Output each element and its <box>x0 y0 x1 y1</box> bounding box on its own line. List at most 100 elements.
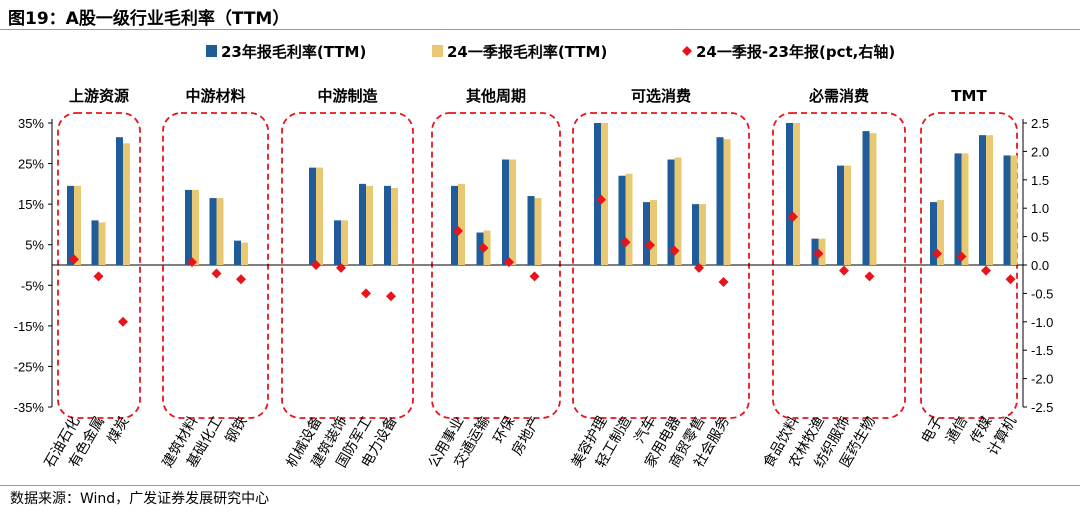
bar-23 <box>185 189 192 265</box>
bar-23 <box>667 159 675 265</box>
source-divider <box>0 485 1080 486</box>
right-tick-label: 1.0 <box>1031 201 1049 216</box>
group-label: 可选消费 <box>631 87 691 105</box>
bar-23 <box>786 123 793 265</box>
bar-24q1 <box>674 157 682 265</box>
legend-swatch-23 <box>206 45 217 57</box>
diff-marker <box>1005 274 1016 285</box>
bar-24q1 <box>74 185 81 265</box>
bar-24q1 <box>699 204 706 265</box>
diff-marker <box>453 225 463 236</box>
chart-title: 图19：A股一级行业毛利率（TTM） <box>8 4 289 29</box>
legend-swatch-24q1 <box>432 45 443 57</box>
diff-marker <box>529 271 540 282</box>
diff-markers <box>69 194 1016 327</box>
legend: 23年报毛利率(TTM) 24一季报毛利率(TTM) 24一季报-23年报(pct,… <box>206 43 895 61</box>
group-label: 必需消费 <box>808 87 869 105</box>
right-tick-label: -2.5 <box>1031 400 1053 415</box>
diff-marker <box>645 240 655 251</box>
group-label: 中游制造 <box>317 87 377 105</box>
bar-24q1 <box>341 220 348 265</box>
bar-23 <box>954 153 962 265</box>
diff-marker <box>788 211 798 222</box>
legend-label-diff: 24一季报-23年报(pct,右轴) <box>696 43 895 61</box>
bar-24q1 <box>793 123 800 265</box>
diff-marker <box>478 242 489 253</box>
bars <box>67 123 1018 265</box>
bar-23 <box>309 167 316 265</box>
bar-23 <box>91 220 99 265</box>
bar-24q1 <box>123 143 130 265</box>
bar-24q1 <box>192 189 199 265</box>
bar-23 <box>930 202 937 265</box>
diff-marker <box>932 248 942 259</box>
legend-swatch-diff <box>682 46 692 56</box>
bar-23 <box>234 240 241 265</box>
bar-23 <box>384 185 391 265</box>
diff-marker <box>236 274 246 285</box>
diff-marker <box>69 254 79 265</box>
figure-label: 图19： <box>8 9 66 29</box>
diff-marker <box>504 257 514 268</box>
left-tick-label: 35% <box>18 116 44 131</box>
diff-marker <box>694 262 704 273</box>
group-box <box>57 112 141 419</box>
left-tick-label: -35% <box>14 400 45 415</box>
left-tick-label: 15% <box>18 197 44 212</box>
diff-marker <box>864 271 875 282</box>
source-note: 数据来源：Wind，广发证券发展研究中心 <box>10 491 270 507</box>
bar-23 <box>209 198 217 265</box>
bar-24q1 <box>316 167 323 265</box>
bar-23 <box>334 220 341 265</box>
bar-23 <box>837 165 844 265</box>
bar-23 <box>594 123 601 265</box>
right-tick-label: -1.0 <box>1031 315 1053 330</box>
right-tick-label: 0.0 <box>1031 258 1049 273</box>
bar-23 <box>692 204 699 265</box>
chart-svg: 23年报毛利率(TTM) 24一季报毛利率(TTM) 24一季报-23年报(pct,… <box>14 43 1054 471</box>
right-tick-label: 2.0 <box>1031 144 1049 159</box>
diff-marker <box>956 251 967 262</box>
left-tick-label: 25% <box>18 157 44 172</box>
axes: 35% 25% 15% 5% -5% -15% -25% -35% 2.5 2.0 1.5 1.0 0.… <box>14 116 1054 415</box>
bar-23 <box>527 196 535 265</box>
right-tick-label: -1.5 <box>1031 343 1053 358</box>
bar-23 <box>811 238 819 265</box>
bar-24q1 <box>241 242 248 265</box>
bar-24q1 <box>509 159 516 265</box>
diff-marker <box>311 260 321 270</box>
group-label: 其他周期 <box>466 87 526 105</box>
diff-marker <box>187 257 197 268</box>
bar-23 <box>862 131 870 265</box>
diff-marker <box>669 245 680 256</box>
bar-24q1 <box>458 183 465 265</box>
diff-marker <box>118 316 128 327</box>
bar-23 <box>116 137 123 265</box>
legend-label-24q1: 24一季报毛利率(TTM) <box>447 43 607 61</box>
bar-23 <box>1003 155 1011 265</box>
category-label: 钢铁 <box>223 414 251 446</box>
bar-24q1 <box>937 200 944 265</box>
diff-marker <box>336 262 346 273</box>
bar-24q1 <box>601 123 608 265</box>
bar-23 <box>359 183 366 265</box>
diff-marker <box>718 277 729 288</box>
bar-23 <box>67 185 74 265</box>
bar-24q1 <box>625 173 633 265</box>
group-label: 中游材料 <box>185 87 245 105</box>
right-tick-label: 2.5 <box>1031 116 1049 131</box>
diff-marker <box>813 248 824 259</box>
bar-24q1 <box>961 153 969 265</box>
bar-24q1 <box>818 238 826 265</box>
legend-label-23: 23年报毛利率(TTM) <box>221 43 366 61</box>
left-tick-label: -25% <box>14 359 45 374</box>
category-label: 通信 <box>943 414 971 446</box>
right-tick-label: 0.5 <box>1031 230 1049 245</box>
bar-23 <box>618 175 626 265</box>
bar-24q1 <box>723 139 731 265</box>
right-tick-label: 1.5 <box>1031 173 1049 188</box>
diff-marker <box>981 265 991 276</box>
left-tick-label: -15% <box>14 319 45 334</box>
group-label: TMT <box>951 87 987 105</box>
